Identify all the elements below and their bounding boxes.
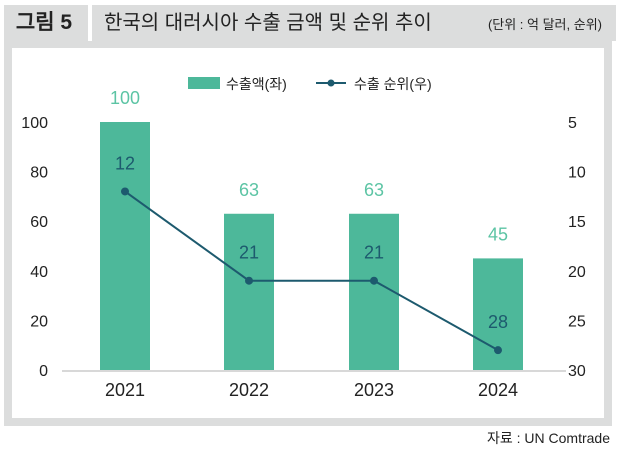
rank-value-label: 28: [488, 312, 508, 332]
right-tick-label: 5: [568, 115, 577, 132]
left-tick-label: 40: [30, 264, 48, 281]
right-tick-label: 15: [568, 214, 586, 231]
left-tick-label: 0: [39, 363, 48, 380]
legend-bar-swatch: [188, 77, 220, 89]
right-tick-label: 20: [568, 264, 586, 281]
legend-bar-label: 수출액(좌): [226, 76, 287, 92]
bar-2021: [100, 122, 150, 370]
bar-value-label: 63: [239, 180, 259, 200]
x-tick-label: 2023: [354, 380, 394, 400]
bar-value-label: 45: [488, 224, 508, 244]
source-note: 자료 : UN Comtrade: [486, 430, 610, 446]
chart-title: 한국의 대러시아 수출 금액 및 순위 추이: [104, 12, 432, 34]
rank-value-label: 12: [115, 153, 135, 173]
x-tick-label: 2021: [105, 380, 145, 400]
left-tick-label: 20: [30, 313, 48, 330]
x-tick-label: 2022: [229, 380, 269, 400]
rank-point-2024: [494, 346, 502, 355]
legend-line-label: 수출 순위(우): [354, 76, 432, 92]
rank-line: [124, 190, 499, 352]
figure-label: 그림 5: [4, 5, 84, 41]
bar-2022: [224, 213, 274, 370]
rank-point-2021: [121, 187, 129, 196]
bar-2023: [349, 213, 399, 370]
title-cell: 한국의 대러시아 수출 금액 및 순위 추이 (단위 : 억 달러, 순위): [88, 5, 616, 41]
left-tick-label: 60: [30, 214, 48, 231]
left-tick-label: 100: [21, 115, 48, 132]
legend-line-marker: [327, 79, 335, 87]
right-tick-label: 25: [568, 313, 586, 330]
unit-note: (단위 : 억 달러, 순위): [487, 17, 602, 32]
rank-point-2023: [370, 276, 378, 285]
rank-point-2022: [245, 276, 253, 285]
bar-value-label: 63: [364, 180, 384, 200]
rank-value-label: 21: [239, 243, 259, 263]
right-tick-label: 10: [568, 165, 586, 182]
left-tick-label: 80: [30, 165, 48, 182]
bar-value-label: 100: [110, 88, 140, 108]
right-tick-label: 30: [568, 363, 586, 380]
x-tick-label: 2024: [478, 380, 518, 400]
rank-value-label: 21: [364, 243, 384, 263]
